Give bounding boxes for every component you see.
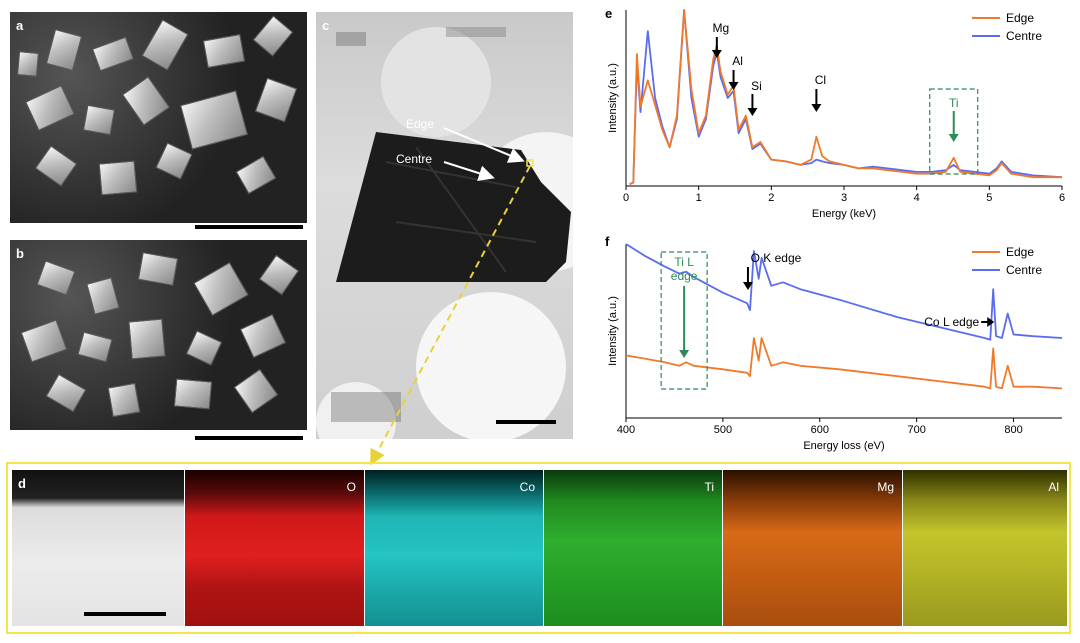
series-line-centre <box>625 243 1063 341</box>
ti-l-edge-box <box>660 251 708 390</box>
x-tick-label: 6 <box>1059 192 1065 204</box>
annotation-arrow-co-l-head <box>987 317 995 327</box>
legend-label-centre: Centre <box>1006 29 1042 43</box>
annotation-arrow-al-head <box>728 82 739 90</box>
annotation-arrow-cl-head <box>811 104 822 112</box>
centre-label: Centre <box>396 152 433 166</box>
map-al: Al <box>903 470 1067 626</box>
annotation-ti: Ti <box>949 96 959 110</box>
annotation-ti-l-edge: edge <box>671 269 698 283</box>
tem-image-c: c Edge Centre <box>316 12 573 439</box>
panel-label-f: f <box>605 234 610 249</box>
map-label-o: O <box>346 480 356 494</box>
x-tick-label: 500 <box>714 424 732 436</box>
y-axis-label: Intensity (a.u.) <box>607 296 619 366</box>
map-label-co: Co <box>519 480 535 494</box>
map-mg: Mg <box>723 470 902 626</box>
panel-label-b: b <box>16 246 24 261</box>
map-label-mg: Mg <box>877 480 894 494</box>
x-tick-label: 2 <box>768 192 774 204</box>
annotation-arrow-si-head <box>747 108 758 116</box>
edge-marker <box>526 159 534 167</box>
annotation-arrow-ti-l-head <box>679 350 690 358</box>
x-tick-label: 1 <box>696 192 702 204</box>
x-tick-label: 5 <box>986 192 992 204</box>
x-tick-label: 800 <box>1004 424 1022 436</box>
x-tick-label: 600 <box>811 424 829 436</box>
edge-arrow <box>443 127 525 163</box>
series-line-edge <box>629 9 1062 186</box>
sem-image-a: a <box>10 12 307 223</box>
annotation-cl: Cl <box>815 73 826 87</box>
panel-label-e: e <box>605 6 612 21</box>
scale-bar-b <box>195 436 303 440</box>
chart-f: f 400 500 600 700 800 Energy loss (eV) Intensi… <box>605 234 1063 452</box>
annotation-arrow-mg-head <box>711 50 722 58</box>
panel-label-d: d <box>18 476 26 491</box>
x-axis-label: Energy loss (eV) <box>803 440 884 452</box>
x-tick-label: 0 <box>623 192 629 204</box>
series-line-edge <box>625 337 1063 390</box>
annotation-arrow-o-k-head <box>742 282 753 290</box>
legend-label-centre: Centre <box>1006 263 1042 277</box>
panel-label-c: c <box>322 18 330 33</box>
annotation-o-k-edge: O K edge <box>751 251 802 265</box>
haadf-image: d <box>12 470 184 626</box>
panel-label-a: a <box>16 18 24 33</box>
x-tick-label: 4 <box>914 192 920 204</box>
chart-e: e 0 1 2 3 4 5 6 Energy (keV) Intensity (a.u.) Edg… <box>605 6 1065 220</box>
centre-arrow <box>443 161 495 181</box>
panel-d-frame: d O Co Ti Mg Al <box>6 462 1071 634</box>
scale-bar-a <box>195 225 303 229</box>
map-label-ti: Ti <box>704 480 714 494</box>
scale-bar-c <box>496 420 556 424</box>
scale-bar-d <box>84 612 166 616</box>
map-ti: Ti <box>544 470 722 626</box>
x-tick-label: 3 <box>841 192 847 204</box>
annotation-mg: Mg <box>712 21 729 35</box>
annotation-co-l-edge: Co L edge <box>924 315 979 329</box>
annotation-si: Si <box>751 79 762 93</box>
annotation-al: Al <box>732 54 743 68</box>
annotation-arrow-ti-head <box>948 134 959 142</box>
ti-highlight-box <box>929 88 979 175</box>
legend-label-edge: Edge <box>1006 245 1034 259</box>
map-o: O <box>185 470 364 626</box>
map-label-al: Al <box>1048 480 1059 494</box>
y-axis-label: Intensity (a.u.) <box>607 63 619 133</box>
edge-label: Edge <box>406 117 435 131</box>
x-tick-label: 400 <box>617 424 635 436</box>
x-tick-label: 700 <box>907 424 925 436</box>
legend-label-edge: Edge <box>1006 11 1034 25</box>
annotation-ti-l: Ti L <box>674 255 694 269</box>
sem-image-b: b <box>10 240 307 430</box>
x-axis-label: Energy (keV) <box>812 208 876 220</box>
map-co: Co <box>365 470 543 626</box>
